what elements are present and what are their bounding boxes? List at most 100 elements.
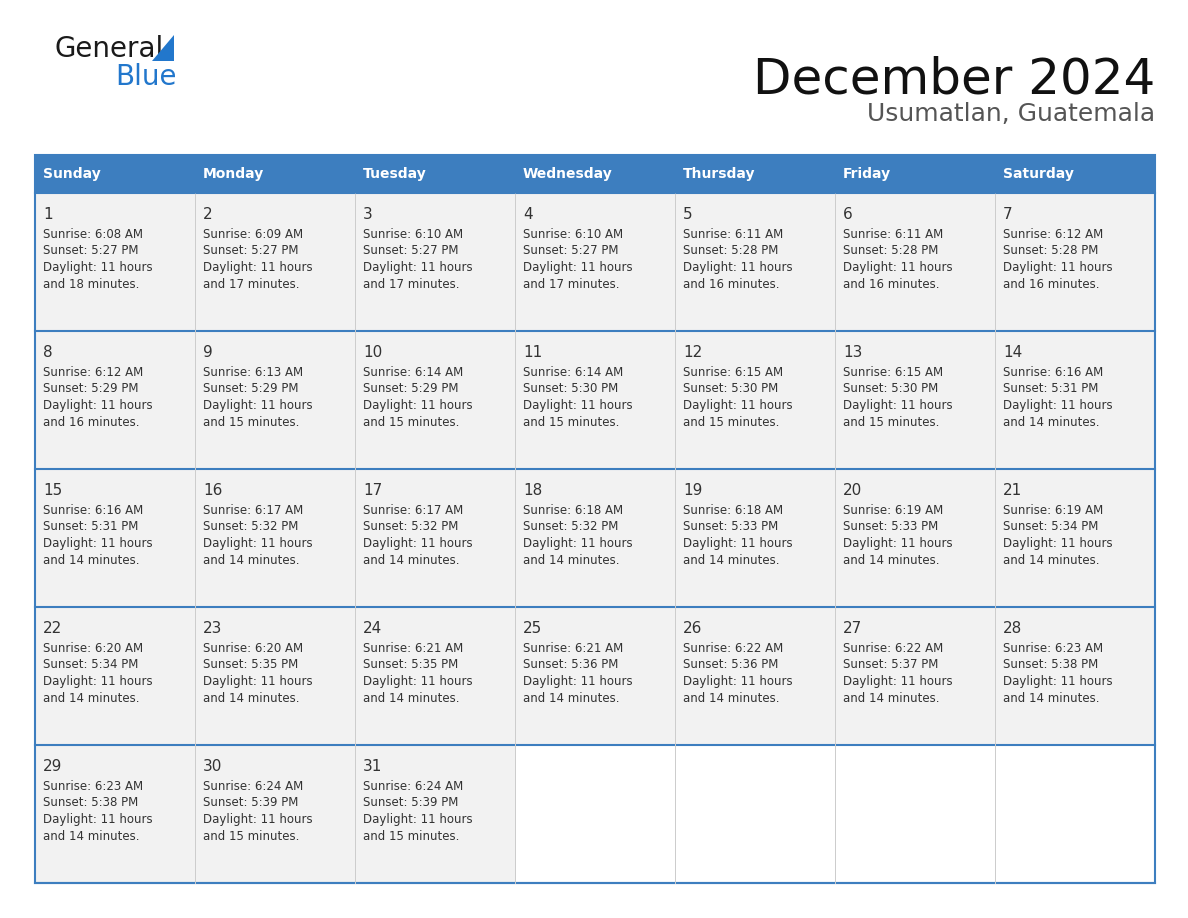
Text: Tuesday: Tuesday [364,167,426,181]
Bar [996,331,1155,469]
Text: Sunrise: 6:13 AM: Sunrise: 6:13 AM [203,366,303,379]
Text: Sunrise: 6:16 AM: Sunrise: 6:16 AM [1003,366,1104,379]
Text: Sunrise: 6:19 AM: Sunrise: 6:19 AM [1003,504,1104,517]
Text: 1: 1 [43,207,52,222]
Text: Sunrise: 6:10 AM: Sunrise: 6:10 AM [523,228,624,241]
Text: Daylight: 11 hours: Daylight: 11 hours [683,399,792,412]
Text: and 14 minutes.: and 14 minutes. [43,830,139,843]
Text: and 17 minutes.: and 17 minutes. [523,277,619,290]
Bar [675,469,835,607]
Bar [195,607,355,745]
Text: 24: 24 [364,621,383,636]
Text: 27: 27 [843,621,862,636]
Text: Sunset: 5:29 PM: Sunset: 5:29 PM [364,383,459,396]
Text: and 16 minutes.: and 16 minutes. [1003,277,1100,290]
Text: and 15 minutes.: and 15 minutes. [843,416,940,429]
Text: 8: 8 [43,345,52,360]
Bar [355,331,516,469]
Bar [835,745,996,883]
Text: Sunrise: 6:23 AM: Sunrise: 6:23 AM [1003,642,1104,655]
Text: and 14 minutes.: and 14 minutes. [43,554,139,566]
Text: and 15 minutes.: and 15 minutes. [683,416,779,429]
Text: and 14 minutes.: and 14 minutes. [203,691,299,704]
Text: 28: 28 [1003,621,1022,636]
Bar [675,745,835,883]
Text: Sunrise: 6:16 AM: Sunrise: 6:16 AM [43,504,144,517]
Text: Sunset: 5:31 PM: Sunset: 5:31 PM [43,521,138,533]
Text: Sunset: 5:32 PM: Sunset: 5:32 PM [523,521,619,533]
Bar [675,155,835,193]
Text: 10: 10 [364,345,383,360]
Bar [835,193,996,331]
Text: 3: 3 [364,207,373,222]
Text: and 14 minutes.: and 14 minutes. [843,554,940,566]
Bar [195,331,355,469]
Text: December 2024: December 2024 [753,55,1155,103]
Bar [516,607,675,745]
Text: Sunrise: 6:12 AM: Sunrise: 6:12 AM [43,366,144,379]
Text: Sunset: 5:31 PM: Sunset: 5:31 PM [1003,383,1099,396]
Text: Daylight: 11 hours: Daylight: 11 hours [843,399,953,412]
Text: and 14 minutes.: and 14 minutes. [843,691,940,704]
Text: and 17 minutes.: and 17 minutes. [364,277,460,290]
Text: Sunset: 5:34 PM: Sunset: 5:34 PM [43,658,138,671]
Text: Sunset: 5:35 PM: Sunset: 5:35 PM [203,658,298,671]
Text: Thursday: Thursday [683,167,756,181]
Bar [675,331,835,469]
Text: Daylight: 11 hours: Daylight: 11 hours [203,675,312,688]
Text: Daylight: 11 hours: Daylight: 11 hours [1003,261,1113,274]
Text: Sunset: 5:28 PM: Sunset: 5:28 PM [843,244,939,258]
Text: Blue: Blue [115,63,177,91]
Bar [195,193,355,331]
Text: Sunrise: 6:18 AM: Sunrise: 6:18 AM [683,504,783,517]
Bar [34,331,195,469]
Text: 23: 23 [203,621,222,636]
Text: Sunset: 5:33 PM: Sunset: 5:33 PM [843,521,939,533]
Text: and 14 minutes.: and 14 minutes. [683,554,779,566]
Bar [355,745,516,883]
Text: Usumatlan, Guatemala: Usumatlan, Guatemala [867,102,1155,126]
Text: Sunset: 5:28 PM: Sunset: 5:28 PM [1003,244,1099,258]
Text: Daylight: 11 hours: Daylight: 11 hours [364,261,473,274]
Text: and 16 minutes.: and 16 minutes. [683,277,779,290]
Text: Daylight: 11 hours: Daylight: 11 hours [523,399,633,412]
Text: Daylight: 11 hours: Daylight: 11 hours [43,537,152,550]
Text: Sunset: 5:35 PM: Sunset: 5:35 PM [364,658,459,671]
Text: Sunset: 5:34 PM: Sunset: 5:34 PM [1003,521,1099,533]
Text: Daylight: 11 hours: Daylight: 11 hours [203,261,312,274]
Text: and 15 minutes.: and 15 minutes. [364,416,460,429]
Bar [195,469,355,607]
Text: General: General [55,35,164,63]
Bar [996,745,1155,883]
Text: Sunrise: 6:15 AM: Sunrise: 6:15 AM [843,366,943,379]
Text: Friday: Friday [843,167,891,181]
Text: Sunrise: 6:14 AM: Sunrise: 6:14 AM [523,366,624,379]
Bar [355,607,516,745]
Text: Daylight: 11 hours: Daylight: 11 hours [523,675,633,688]
Text: and 14 minutes.: and 14 minutes. [364,691,460,704]
Text: Sunrise: 6:11 AM: Sunrise: 6:11 AM [843,228,943,241]
Text: Daylight: 11 hours: Daylight: 11 hours [683,261,792,274]
Text: 22: 22 [43,621,62,636]
Text: Sunset: 5:38 PM: Sunset: 5:38 PM [1003,658,1098,671]
Text: 2: 2 [203,207,213,222]
Text: 14: 14 [1003,345,1022,360]
Text: Sunrise: 6:12 AM: Sunrise: 6:12 AM [1003,228,1104,241]
Text: Sunrise: 6:22 AM: Sunrise: 6:22 AM [683,642,783,655]
Bar [835,607,996,745]
Bar [835,469,996,607]
Text: Sunset: 5:28 PM: Sunset: 5:28 PM [683,244,778,258]
Text: 25: 25 [523,621,542,636]
Text: Daylight: 11 hours: Daylight: 11 hours [364,399,473,412]
Text: Sunrise: 6:15 AM: Sunrise: 6:15 AM [683,366,783,379]
Text: Daylight: 11 hours: Daylight: 11 hours [43,399,152,412]
Text: and 14 minutes.: and 14 minutes. [523,554,619,566]
Text: Sunrise: 6:24 AM: Sunrise: 6:24 AM [364,780,463,793]
Text: Wednesday: Wednesday [523,167,613,181]
Text: Sunrise: 6:22 AM: Sunrise: 6:22 AM [843,642,943,655]
Text: Sunrise: 6:23 AM: Sunrise: 6:23 AM [43,780,143,793]
Bar [355,193,516,331]
Text: Sunset: 5:36 PM: Sunset: 5:36 PM [683,658,778,671]
Text: and 15 minutes.: and 15 minutes. [203,416,299,429]
Text: Sunrise: 6:14 AM: Sunrise: 6:14 AM [364,366,463,379]
